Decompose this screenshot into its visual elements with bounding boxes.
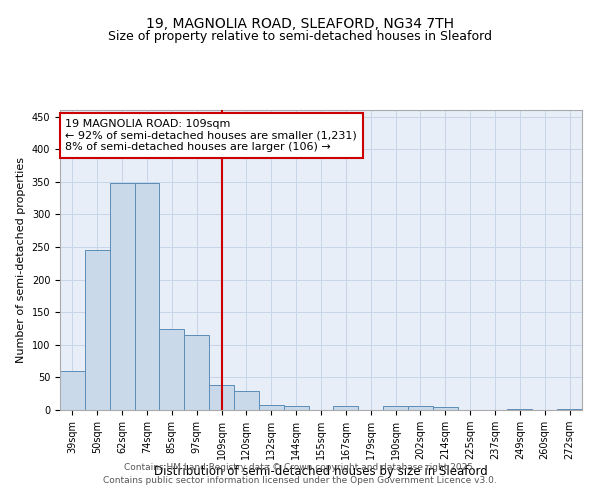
Bar: [508, 408, 532, 410]
Bar: [383, 406, 408, 410]
Bar: [408, 406, 433, 410]
Bar: [234, 391, 259, 410]
Bar: [160, 329, 184, 410]
Bar: [110, 183, 134, 410]
Bar: [60, 371, 85, 410]
Text: 19 MAGNOLIA ROAD: 109sqm
← 92% of semi-detached houses are smaller (1,231)
8% of: 19 MAGNOLIA ROAD: 109sqm ← 92% of semi-d…: [65, 119, 357, 152]
Text: 19, MAGNOLIA ROAD, SLEAFORD, NG34 7TH: 19, MAGNOLIA ROAD, SLEAFORD, NG34 7TH: [146, 18, 454, 32]
Bar: [85, 250, 110, 410]
Y-axis label: Number of semi-detached properties: Number of semi-detached properties: [16, 157, 26, 363]
Bar: [433, 408, 458, 410]
Bar: [184, 335, 209, 410]
Bar: [259, 405, 284, 410]
Bar: [284, 406, 308, 410]
Text: Contains HM Land Registry data © Crown copyright and database right 2025.: Contains HM Land Registry data © Crown c…: [124, 464, 476, 472]
Bar: [209, 385, 234, 410]
Bar: [134, 183, 160, 410]
X-axis label: Distribution of semi-detached houses by size in Sleaford: Distribution of semi-detached houses by …: [154, 465, 488, 478]
Text: Size of property relative to semi-detached houses in Sleaford: Size of property relative to semi-detach…: [108, 30, 492, 43]
Bar: [334, 406, 358, 410]
Bar: [557, 408, 582, 410]
Text: Contains public sector information licensed under the Open Government Licence v3: Contains public sector information licen…: [103, 476, 497, 485]
